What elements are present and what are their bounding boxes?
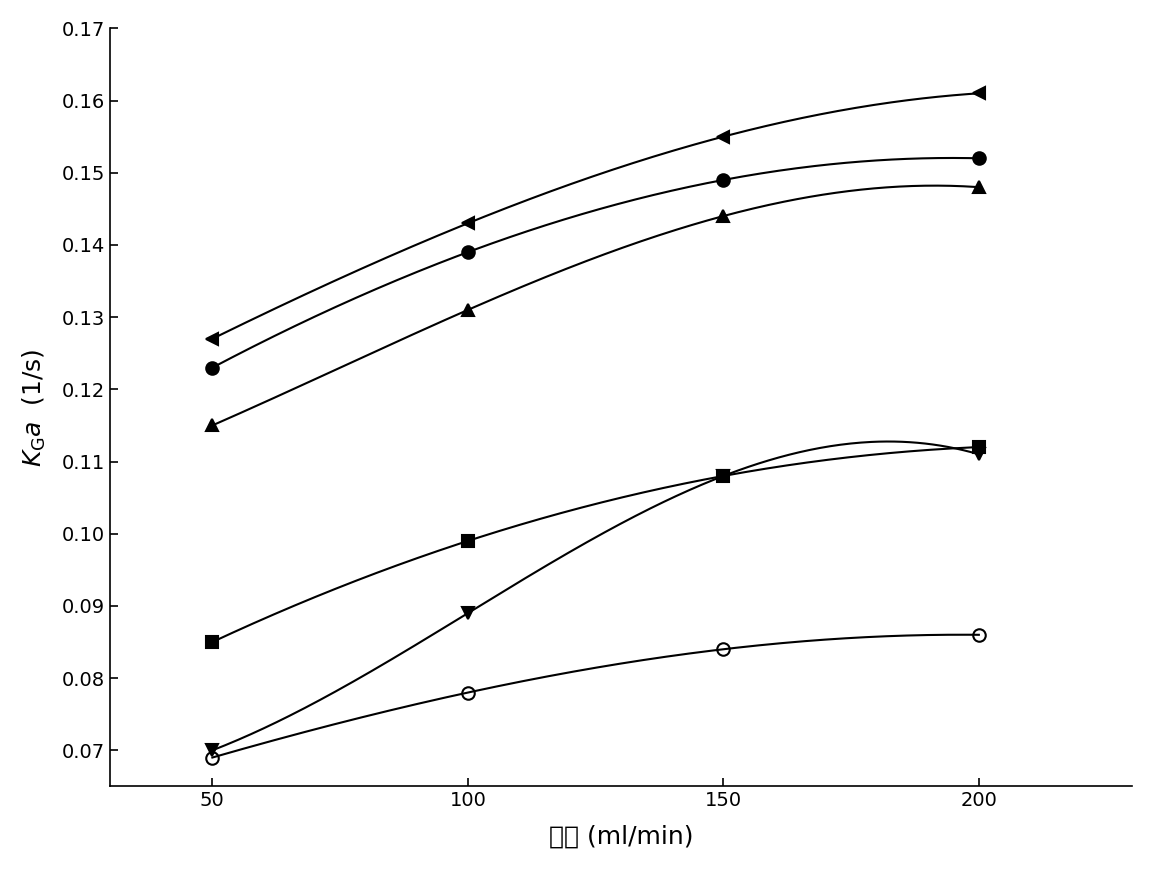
X-axis label: 液速 (ml/min): 液速 (ml/min) bbox=[549, 824, 693, 848]
Y-axis label: $K_{\mathrm{G}}a$  (1/s): $K_{\mathrm{G}}a$ (1/s) bbox=[21, 348, 48, 467]
